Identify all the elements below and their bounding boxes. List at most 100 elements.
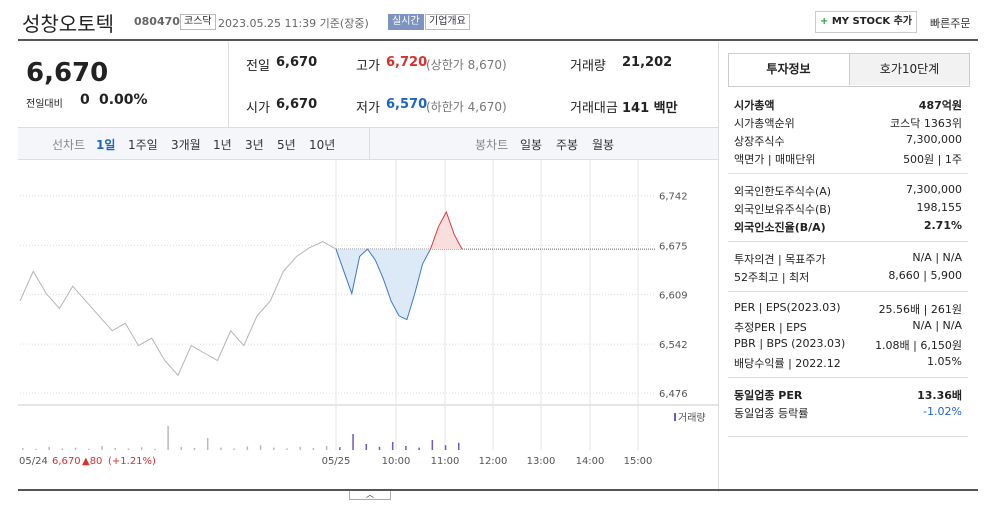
volume-bar [273,447,275,450]
divider [718,42,719,492]
info-value: 7,300,000 [906,183,962,196]
info-value: 500원 | 1주 [903,153,962,166]
volume-bar [114,448,116,450]
chart-tab: 선차트 [52,138,86,152]
volume-legend-swatch [674,413,676,421]
price-chart: 6,742 6,675 6,609 6,542 6,476 05/24 05/25 10:00… [18,160,718,467]
divider [369,128,370,159]
volume-bar [259,445,262,450]
collapse-button[interactable]: ︿ [349,491,391,500]
price-line [19,241,337,377]
info-label: 외국인한도주식수(A) [734,185,832,198]
chart-tab[interactable]: 일봉 [520,138,543,152]
y-tick-label: 6,675 [659,241,688,252]
footer-rate: (+1.21%) [108,456,156,467]
x-tick-label: 05/25 [322,456,351,467]
info-label: 액면가 | 매매단위 [734,153,816,166]
volume-bar [405,446,407,450]
info-value: 코스닥 1363위 [890,117,962,130]
info-label: 외국인소진율(B/A) [734,221,826,234]
info-label: 배당수익률 | 2022.12 [734,357,841,370]
x-tick-label: 13:00 [527,456,556,467]
mystock-label: MY STOCK 추가 [831,16,913,27]
stat-value: 6,720 [386,55,428,70]
info-value: -1.02% [923,405,962,418]
volume-bar [418,447,420,450]
info-value: 13.36배 [917,389,962,402]
mystock-button[interactable]: + MY STOCK 추가 [815,11,917,33]
stat-value: 21,202 [622,55,673,70]
footer-price: 6,670 [52,456,81,467]
volume-bar [61,448,64,450]
info-label: 52주최고 | 최저 [734,271,810,284]
volume-bar [352,434,354,450]
stat-note: (상한가 8,670) [426,58,507,72]
x-tick-label: 12:00 [479,456,508,467]
info-tab[interactable]: 호가10단계 [849,54,969,85]
volume-bar [246,446,249,450]
divider [728,377,968,378]
volume-bar [127,448,130,450]
chart-tab[interactable]: 1일 [96,138,116,152]
chart-tab[interactable]: 10년 [309,138,336,152]
chart-tab[interactable]: 5년 [277,138,296,152]
info-value: 1.05% [927,355,962,368]
info-label: 동일업종 PER [734,389,803,402]
volume-bar [206,438,209,450]
info-label: PBR | BPS (2023.03) [734,337,846,350]
quick-order[interactable]: 빠른주문 [930,17,971,30]
volume-bar [88,448,90,450]
info-label: 투자의견 | 목표주가 [734,253,826,266]
stat-label: 거래대금 [570,101,618,116]
change: 0 [80,92,90,108]
y-tick-label: 6,609 [659,290,688,301]
x-tick-label: 10:00 [382,456,411,467]
volume-bar [286,448,288,450]
live-badge: 실시간 [388,14,424,30]
volume-bar [325,446,328,450]
volume-bar [101,446,103,450]
info-value: N/A | N/A [912,251,962,264]
info-label: PER | EPS(2023.03) [734,301,841,314]
chart-tab[interactable]: 3년 [245,138,264,152]
info-value: 487억원 [918,99,962,112]
volume-bar [391,442,394,450]
volume-bar [365,444,368,450]
stock-name: 성창오토텍 [22,12,114,36]
chart-tab[interactable]: 3개월 [171,138,201,152]
price-line-up [336,210,463,250]
footer-change: ▲80 [82,456,102,467]
change-rate: 0.00% [99,92,148,108]
chart-tab[interactable]: 월봉 [592,138,615,152]
info-tab[interactable]: 투자정보 [729,54,848,85]
overview-button[interactable]: 기업개요 [425,14,470,30]
chart-tab[interactable]: 주봉 [556,138,579,152]
volume-bar [140,447,143,450]
price-area-down [336,249,462,320]
divider [18,39,978,41]
y-tick-label: 6,542 [659,340,688,351]
volume-bar [339,447,341,450]
info-value: 1.08배 | 6,150원 [875,339,962,352]
info-value: 8,660 | 5,900 [888,269,962,282]
y-tick-label: 6,742 [659,192,688,203]
divider [228,42,229,128]
current-price: 6,670 [26,58,109,88]
info-value: N/A | N/A [912,319,962,332]
price-line-down [335,249,463,321]
divider [728,436,968,437]
stat-note: (하한가 4,670) [426,100,507,114]
info-label: 동일업종 등락률 [734,407,809,420]
volume-bar [193,448,196,450]
volume-bar [431,440,434,450]
chart-tab[interactable]: 1주일 [128,138,158,152]
stat-value: 141 백만 [622,101,678,116]
stat-label: 고가 [356,59,380,74]
volume-bar [35,448,37,450]
stat-value: 6,570 [386,97,428,112]
divider [728,241,968,242]
volume-bar [167,426,169,450]
chart-tab[interactable]: 1년 [213,138,232,152]
info-value: 25.56배 | 261원 [878,303,962,316]
